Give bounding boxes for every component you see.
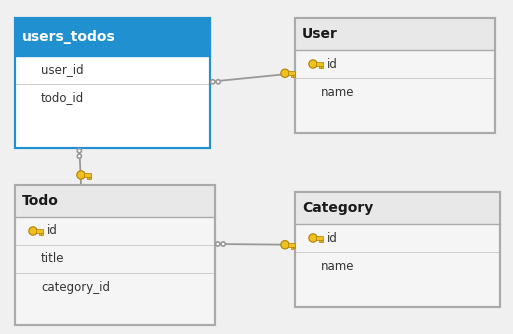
Text: id: id [47, 224, 58, 237]
Bar [36, 229, 43, 233]
Bar [295, 18, 495, 50]
Bar [319, 240, 321, 242]
Text: title: title [41, 253, 65, 266]
Circle shape [221, 242, 225, 246]
Bar [293, 246, 295, 248]
Bar [288, 243, 295, 246]
Bar [316, 62, 323, 66]
Bar [295, 18, 495, 133]
Bar [295, 192, 500, 307]
Circle shape [309, 60, 317, 68]
Text: id: id [327, 57, 338, 70]
Circle shape [77, 149, 82, 153]
Text: User: User [302, 27, 338, 41]
Circle shape [29, 227, 37, 235]
Bar [291, 246, 293, 249]
Bar [316, 236, 323, 240]
Text: name: name [321, 260, 354, 273]
Bar [15, 185, 215, 325]
Bar [288, 71, 295, 75]
Bar [15, 18, 210, 148]
Circle shape [216, 80, 220, 84]
Bar [291, 75, 293, 77]
Circle shape [281, 240, 289, 249]
Bar [89, 177, 91, 178]
Bar [87, 177, 89, 179]
Bar [295, 192, 500, 307]
Bar [295, 18, 495, 133]
Text: Todo: Todo [22, 194, 59, 208]
Circle shape [281, 69, 289, 77]
Bar [293, 75, 295, 77]
Bar [15, 185, 215, 217]
Text: id: id [327, 231, 338, 244]
Text: name: name [321, 86, 354, 99]
Bar [15, 18, 210, 148]
Text: user_id: user_id [41, 63, 84, 76]
Circle shape [211, 80, 215, 84]
Bar [295, 192, 500, 224]
Text: Category: Category [302, 201, 373, 215]
Bar [15, 185, 215, 325]
Bar [321, 240, 323, 241]
Text: category_id: category_id [41, 281, 110, 294]
Bar [84, 173, 91, 177]
Circle shape [77, 154, 82, 158]
Circle shape [77, 171, 85, 179]
Bar [321, 66, 323, 67]
Bar [319, 66, 321, 68]
Circle shape [215, 242, 220, 246]
Text: todo_id: todo_id [41, 92, 84, 105]
Circle shape [309, 234, 317, 242]
Bar [41, 233, 43, 234]
Text: users_todos: users_todos [22, 30, 116, 44]
Bar [15, 18, 210, 56]
Bar [39, 233, 41, 235]
